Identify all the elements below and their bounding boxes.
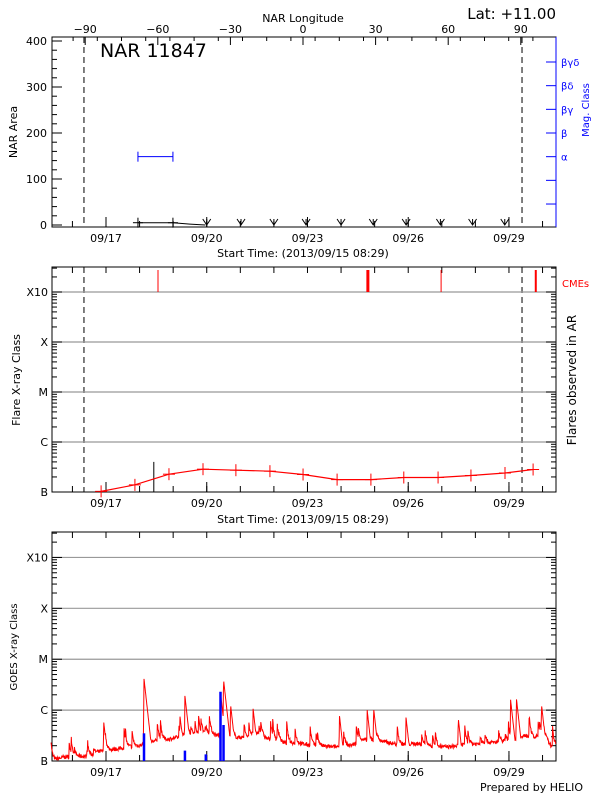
longitude-tick-label: −60 — [146, 23, 169, 36]
longitude-tick-label: 60 — [441, 23, 455, 36]
area-upper-limit-marker — [236, 218, 246, 226]
longitude-tick-label: −90 — [74, 23, 97, 36]
x-tick-label: 09/17 — [90, 232, 122, 245]
longitude-tick-label: 30 — [369, 23, 383, 36]
latitude-label: Lat: +11.00 — [467, 5, 556, 23]
credit-label: Prepared by HELIO — [480, 781, 583, 794]
cme-label: CMEs — [562, 279, 589, 290]
y-tick-label: C — [40, 436, 48, 449]
panel3-frame — [51, 531, 557, 762]
y-tick-label: B — [40, 486, 48, 499]
y-tick-label: C — [40, 704, 48, 717]
panel1-xlabel: Start Time: (2013/09/15 08:29) — [217, 247, 389, 260]
panel2-y2label: Flares observed in AR — [565, 315, 579, 445]
x-tick-label: 09/29 — [493, 497, 525, 510]
x-tick-label: 09/23 — [292, 232, 324, 245]
area-upper-limit-marker — [500, 218, 510, 226]
longitude-tick-label: 90 — [514, 23, 528, 36]
y-tick-label: M — [39, 653, 49, 666]
area-upper-limit-marker — [368, 218, 378, 226]
x-tick-label: 09/26 — [392, 497, 424, 510]
area-upper-limit-marker — [202, 218, 212, 226]
y-tick-label: 100 — [26, 173, 47, 186]
y-tick-label: 300 — [26, 81, 47, 94]
x-tick-label: 09/23 — [292, 497, 324, 510]
x-tick-label: 09/17 — [90, 766, 122, 779]
y-tick-label: M — [39, 386, 49, 399]
x-tick-label: 09/20 — [191, 232, 223, 245]
x-tick-label: 09/17 — [90, 497, 122, 510]
area-upper-limit-marker — [468, 218, 477, 226]
mag-class-label: β — [561, 129, 567, 140]
y-tick-label: 200 — [26, 127, 47, 140]
flare-class-line — [100, 468, 534, 492]
y-tick-label: X — [40, 602, 48, 615]
area-upper-limit-marker — [401, 218, 411, 226]
mag-class-label: βγδ — [561, 58, 579, 69]
panel2-frame — [51, 266, 557, 493]
y-tick-label: 400 — [26, 35, 47, 48]
y-tick-label: X — [40, 336, 48, 349]
panel3-ylabel: GOES X-ray Class — [9, 603, 20, 690]
area-upper-limit-marker — [435, 218, 445, 226]
x-tick-label: 09/23 — [292, 766, 324, 779]
panel2-xlabel: Start Time: (2013/09/15 08:29) — [217, 513, 389, 526]
area-upper-limit-marker — [269, 218, 279, 226]
region-title: NAR 11847 — [100, 40, 207, 62]
longitude-axis-label: NAR Longitude — [262, 12, 344, 25]
longitude-tick-label: 0 — [300, 23, 307, 36]
area-upper-limit-marker — [301, 218, 311, 226]
y-tick-label: 0 — [40, 219, 47, 232]
longitude-tick-label: −30 — [219, 23, 242, 36]
panel1-y2label: Mag. Class — [581, 83, 592, 137]
x-tick-label: 09/26 — [392, 232, 424, 245]
mag-class-label: βγ — [561, 105, 573, 116]
panel1-frame — [51, 36, 557, 228]
panel2-ylabel: Flare X-ray Class — [10, 334, 23, 426]
mag-class-label: βδ — [561, 82, 574, 93]
goes-flux-line — [50, 678, 557, 761]
y-tick-label: B — [40, 755, 48, 768]
panel1-ylabel: NAR Area — [7, 106, 20, 158]
x-tick-label: 09/29 — [493, 766, 525, 779]
x-tick-label: 09/26 — [392, 766, 424, 779]
y-tick-label: X10 — [26, 286, 48, 299]
mag-class-label: α — [561, 153, 568, 164]
x-tick-label: 09/20 — [191, 766, 223, 779]
area-series-line — [137, 222, 206, 226]
x-tick-label: 09/20 — [191, 497, 223, 510]
y-tick-label: X10 — [26, 551, 48, 564]
area-upper-limit-marker — [336, 218, 346, 226]
x-tick-label: 09/29 — [493, 232, 525, 245]
